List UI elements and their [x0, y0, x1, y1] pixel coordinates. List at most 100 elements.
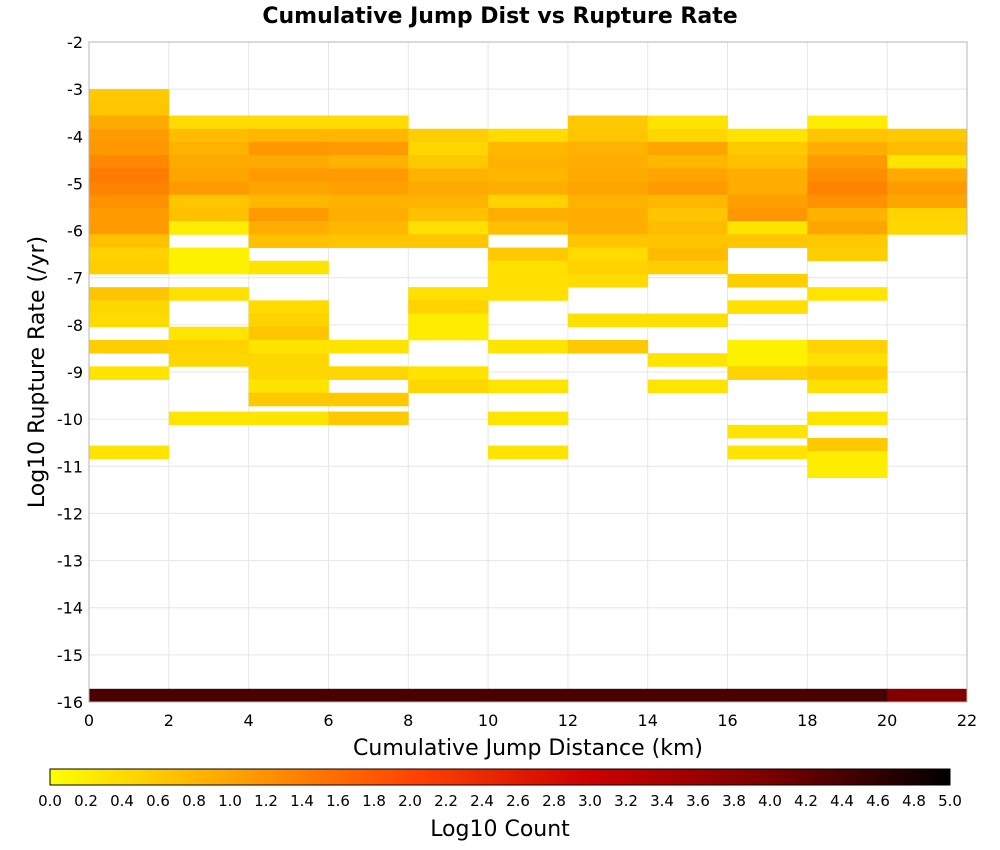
- colorbar-tick-label: 4.6: [866, 792, 890, 810]
- heatmap-cell: [168, 353, 250, 367]
- heatmap-cell: [727, 339, 808, 354]
- heatmap-cell: [488, 688, 569, 703]
- heatmap-cell: [89, 287, 170, 301]
- heatmap-cell: [567, 168, 649, 182]
- heatmap-cell: [807, 287, 888, 301]
- y-tick-label: -14: [57, 599, 83, 618]
- x-tick-label: 2: [164, 711, 174, 730]
- y-tick-label: -16: [57, 693, 83, 712]
- heatmap-cell: [168, 221, 250, 235]
- heatmap-cell: [248, 392, 329, 407]
- heatmap-cell: [168, 326, 250, 341]
- heatmap-cell: [887, 194, 968, 209]
- heatmap-cell: [807, 141, 888, 156]
- x-tick-label: 20: [877, 711, 897, 730]
- x-tick-label: 8: [403, 711, 413, 730]
- heatmap-cell: [567, 260, 649, 275]
- colorbar-tick-label: 1.0: [218, 792, 242, 810]
- heatmap-cell: [89, 89, 170, 103]
- y-tick-label: -3: [67, 80, 83, 99]
- heatmap-cell: [807, 411, 888, 426]
- heatmap-cell: [328, 339, 409, 354]
- heatmap-cell: [89, 260, 170, 275]
- heatmap-cell: [727, 424, 808, 439]
- heatmap-cell: [807, 181, 888, 196]
- heatmap-cell: [807, 339, 888, 354]
- heatmap-cells: [89, 89, 968, 703]
- y-tick-label: -6: [67, 222, 83, 241]
- heatmap-cell: [807, 207, 888, 222]
- heatmap-cell: [727, 688, 808, 703]
- heatmap-cell: [408, 300, 489, 314]
- colorbar-tick-label: 2.4: [470, 792, 494, 810]
- heatmap-cell: [168, 128, 250, 143]
- heatmap-cell: [727, 273, 808, 288]
- heatmap-cell: [727, 353, 808, 367]
- colorbar-tick-label: 1.8: [362, 792, 386, 810]
- heatmap-cell: [328, 115, 409, 130]
- heatmap-cell: [567, 155, 649, 169]
- colorbar-tick-label: 2.6: [506, 792, 530, 810]
- heatmap-cell: [248, 207, 329, 222]
- heatmap-cell: [488, 194, 569, 209]
- colorbar-tick-label: 4.8: [902, 792, 926, 810]
- heatmap-cell: [168, 260, 250, 275]
- heatmap-cell: [89, 128, 170, 143]
- colorbar-tick-label: 2.0: [398, 792, 422, 810]
- heatmap-cell: [408, 234, 489, 248]
- colorbar-tick-label: 3.6: [686, 792, 710, 810]
- heatmap-cell: [567, 234, 649, 248]
- heatmap-cell: [248, 300, 329, 314]
- x-tick-label: 6: [323, 711, 333, 730]
- x-tick-label: 10: [478, 711, 498, 730]
- colorbar-tick-label: 3.0: [578, 792, 602, 810]
- heatmap-cell: [727, 366, 808, 380]
- heatmap-cell: [248, 168, 329, 182]
- heatmap-cell: [727, 300, 808, 314]
- heatmap-cell: [248, 128, 329, 143]
- heatmap-cell: [328, 181, 409, 196]
- heatmap-cell: [408, 326, 489, 341]
- colorbar-tick-label: 0.4: [110, 792, 134, 810]
- heatmap-cell: [807, 366, 888, 380]
- heatmap-cell: [567, 141, 649, 156]
- x-axis-ticks: 0 2 4 6 8 10 12 14 16 18 20 22: [84, 711, 977, 730]
- colorbar-tick-label: 0.8: [182, 792, 206, 810]
- heatmap-cell: [408, 155, 489, 169]
- heatmap-cell: [488, 260, 569, 275]
- heatmap-cell: [887, 688, 968, 703]
- x-tick-label: 0: [84, 711, 94, 730]
- colorbar-tick-label: 5.0: [938, 792, 962, 810]
- colorbar-tick-label: 3.8: [722, 792, 746, 810]
- heatmap-cell: [328, 411, 409, 426]
- heatmap-cell: [567, 688, 649, 703]
- heatmap-cell: [488, 207, 569, 222]
- heatmap-cell: [887, 128, 968, 143]
- y-tick-label: -9: [67, 363, 83, 382]
- heatmap-cell: [89, 445, 170, 460]
- heatmap-cell: [488, 221, 569, 235]
- colorbar: [49, 768, 951, 786]
- heatmap-cell: [168, 155, 250, 169]
- heatmap-cell: [328, 688, 409, 703]
- heatmap-cell: [567, 221, 649, 235]
- x-axis-label: Cumulative Jump Distance (km): [353, 736, 703, 761]
- colorbar-tick-label: 4.0: [758, 792, 782, 810]
- heatmap-cell: [647, 141, 728, 156]
- heatmap-cell: [567, 313, 649, 328]
- heatmap-cell: [168, 247, 250, 262]
- heatmap-cell: [727, 221, 808, 235]
- colorbar-tick-label: 0.2: [74, 792, 98, 810]
- heatmap-cell: [248, 379, 329, 394]
- heatmap-cell: [647, 115, 728, 130]
- heatmap-cell: [807, 128, 888, 143]
- heatmap-cell: [807, 247, 888, 262]
- heatmap-cell: [328, 234, 409, 248]
- heatmap-cell: [248, 339, 329, 354]
- heatmap-cell: [647, 353, 728, 367]
- y-tick-label: -13: [57, 552, 83, 571]
- heatmap-cell: [647, 128, 728, 143]
- heatmap-cell: [248, 181, 329, 196]
- heatmap-cell: [89, 115, 170, 130]
- heatmap-cell: [408, 194, 489, 209]
